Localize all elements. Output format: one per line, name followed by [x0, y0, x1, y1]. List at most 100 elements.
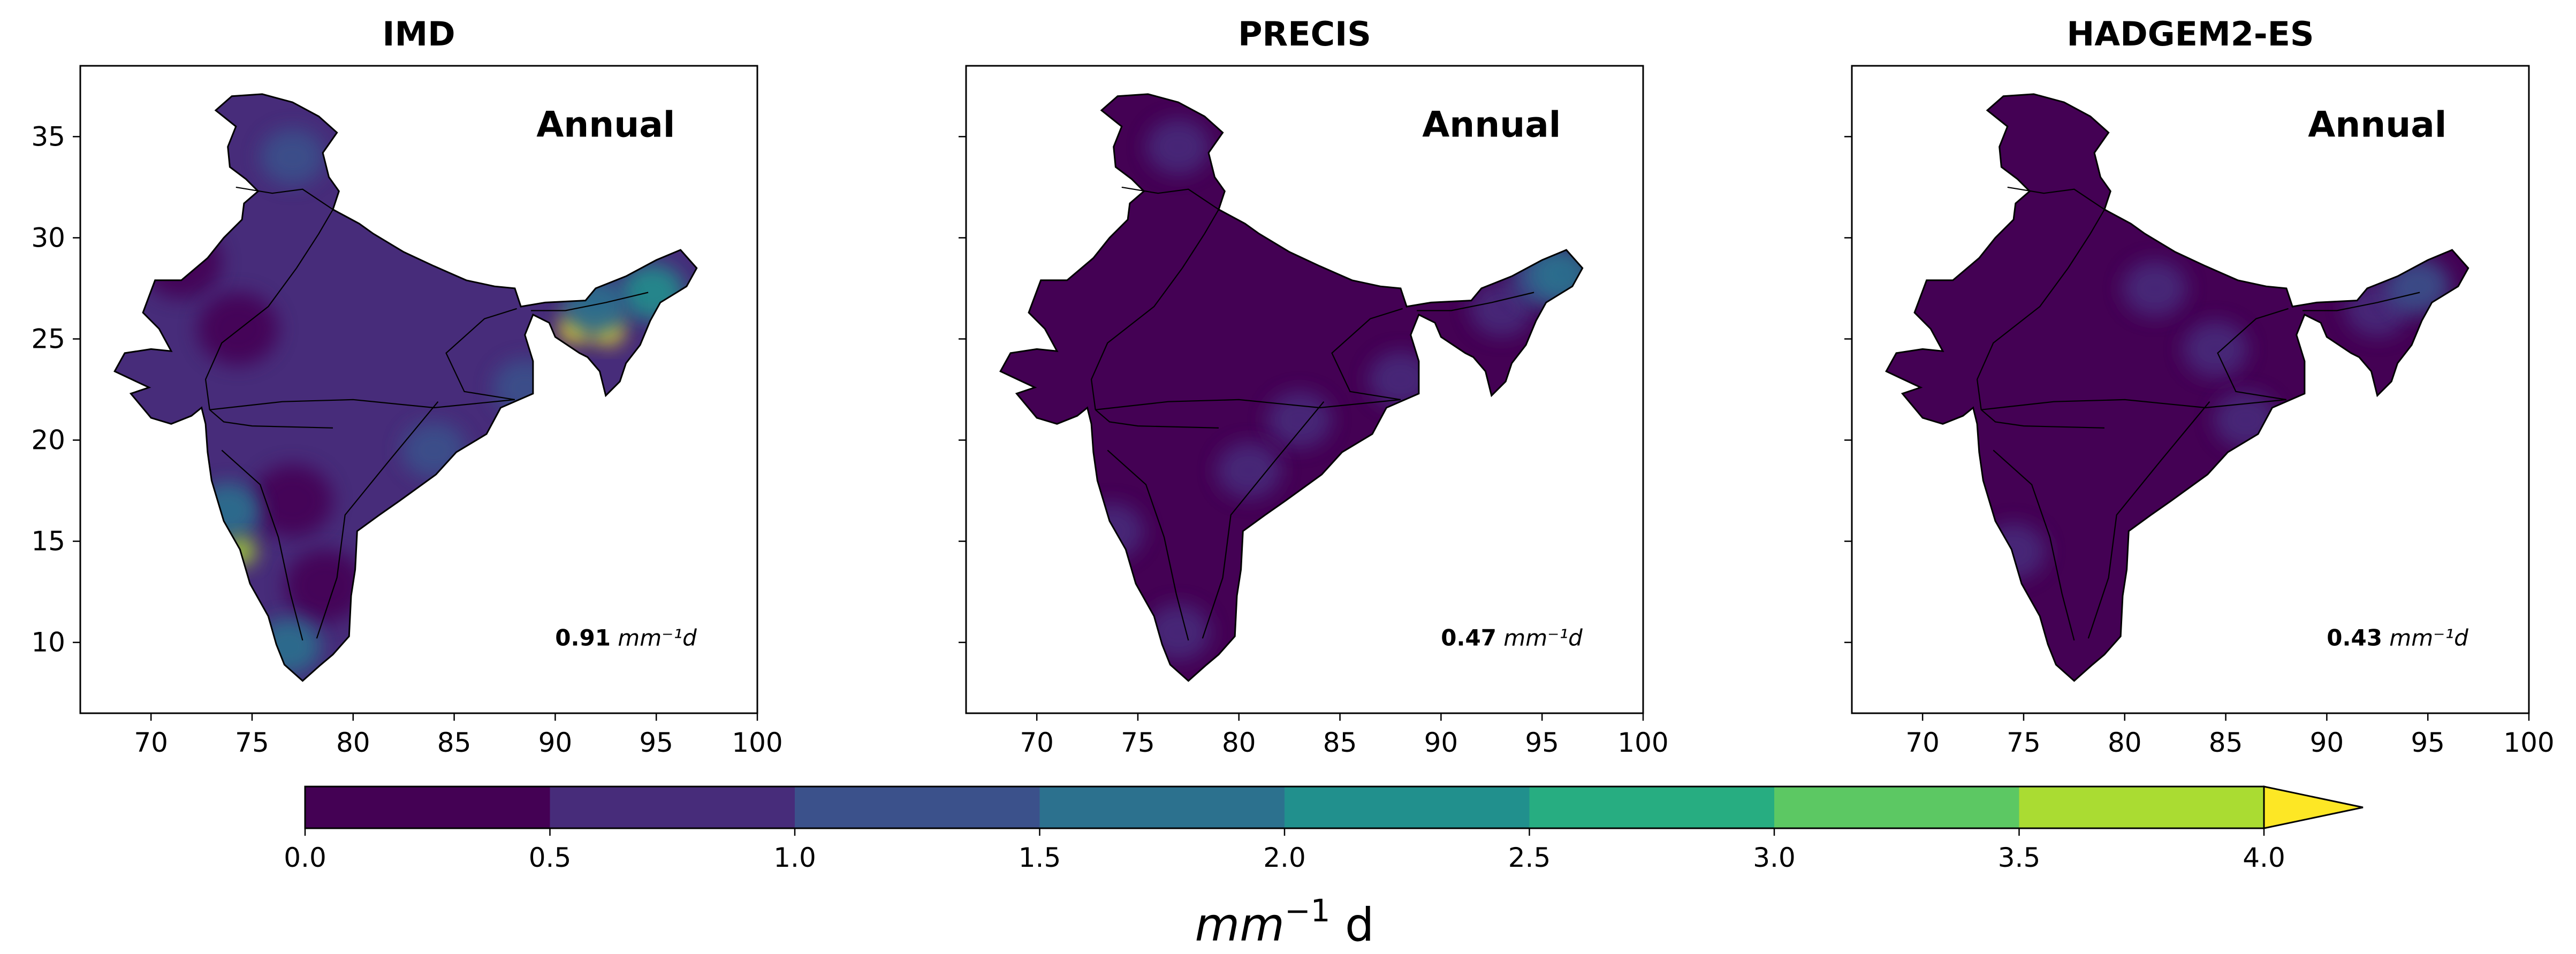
region-boundary	[1202, 401, 1325, 639]
x-tick-label: 100	[2503, 727, 2554, 758]
region-boundary	[531, 292, 649, 311]
x-tick-label: 70	[1020, 727, 1054, 758]
region-boundary	[1976, 209, 2105, 410]
colorbar-segment	[305, 787, 551, 828]
x-tick-label: 75	[1121, 727, 1155, 758]
map-base-fill	[1000, 94, 1583, 681]
x-tick-label: 95	[2411, 727, 2445, 758]
field-patch	[401, 422, 467, 479]
colorbar-segment	[1529, 787, 1775, 828]
colorbar-tick-label: 1.5	[1019, 842, 1061, 873]
stat-label: 0.47 mm⁻¹d	[1441, 624, 1583, 651]
field-patch	[563, 278, 628, 335]
region-boundary	[209, 399, 515, 410]
stat-label: 0.43 mm⁻¹d	[2327, 624, 2468, 651]
season-label: Annual	[2308, 104, 2446, 145]
field-patch	[1981, 523, 2046, 580]
region-boundary	[235, 186, 333, 210]
field-patch	[2123, 260, 2187, 317]
field-patch	[2183, 320, 2248, 378]
y-tick-label: 35	[31, 121, 65, 152]
colorbar-tick-label: 0.0	[284, 842, 326, 873]
axes-frame	[1851, 65, 2530, 714]
field-patch	[195, 483, 261, 539]
colorbar-extend-arrow	[2263, 785, 2364, 829]
axes-frame	[79, 65, 758, 714]
x-tick-label: 85	[1323, 727, 1357, 758]
colorbar-segment	[2019, 787, 2265, 828]
y-tick-label: 30	[31, 222, 65, 253]
field-patch	[1267, 391, 1332, 448]
colorbar-segment	[1774, 787, 2020, 828]
colorbar-label: mm−1 d	[1195, 892, 1374, 952]
country-outline	[999, 93, 1584, 682]
field-patch	[1079, 502, 1144, 560]
colorbar-segment	[795, 787, 1040, 828]
colorbar-segment	[1039, 787, 1285, 828]
region-boundary	[2087, 401, 2210, 639]
y-tick-label: 20	[31, 425, 65, 456]
x-tick-label: 85	[2209, 727, 2243, 758]
x-tick-label: 90	[1424, 727, 1458, 758]
colorbar-tick-label: 2.0	[1263, 842, 1306, 873]
x-tick-label: 70	[134, 727, 168, 758]
panel-title: IMD	[382, 14, 455, 54]
y-tick-label: 25	[31, 323, 65, 354]
map-field	[115, 94, 697, 681]
field-patch	[2385, 258, 2450, 315]
x-tick-label: 80	[1222, 727, 1256, 758]
map-field	[1000, 94, 1583, 681]
x-tick-label: 90	[2310, 727, 2344, 758]
region-boundary	[445, 308, 517, 400]
field-patch	[2213, 391, 2278, 448]
y-tick-label: 10	[31, 627, 65, 658]
field-patch	[1146, 118, 1211, 175]
colorbar: 0.0 0.5 1.0 1.5 2.0 2.5 3.0 3.5 4.0 mm−1 d	[284, 785, 2364, 952]
map-field	[1886, 94, 2468, 681]
colorbar-tick-label: 2.5	[1508, 842, 1551, 873]
region-boundary	[316, 401, 439, 639]
field-patch	[256, 618, 321, 675]
field-patch	[260, 128, 325, 186]
x-tick-label: 100	[732, 727, 782, 758]
x-tick-label: 95	[1525, 727, 1559, 758]
panel-3: HADGEM2-ES Annual 0.43 mm⁻¹d 70 75 80 85 90 95 10…	[1844, 14, 2555, 758]
field-patch	[620, 264, 685, 321]
season-label: Annual	[1422, 104, 1561, 145]
x-tick-label: 90	[538, 727, 573, 758]
field-patch	[1530, 246, 1583, 303]
colorbar-tick-label: 3.5	[1998, 842, 2041, 873]
region-boundary	[1095, 409, 1219, 429]
map-base-fill	[115, 94, 697, 681]
x-tick-label: 70	[1905, 727, 1940, 758]
panel-title: PRECIS	[1238, 14, 1371, 54]
region-boundary	[1993, 449, 2075, 641]
map-base-fill	[1886, 94, 2468, 681]
region-boundary	[1331, 308, 1403, 400]
region-boundary	[209, 409, 333, 429]
x-tick-label: 80	[336, 727, 370, 758]
field-patch	[284, 549, 366, 622]
colorbar-segment	[1285, 787, 1530, 828]
country-outline	[113, 93, 698, 682]
x-tick-label: 75	[2007, 727, 2041, 758]
region-boundary	[1980, 409, 2105, 429]
field-patch	[1368, 351, 1433, 408]
region-boundary	[1090, 209, 1219, 410]
region-boundary	[2217, 308, 2289, 400]
x-tick-label: 95	[639, 727, 673, 758]
region-boundary	[204, 209, 333, 410]
panel-1: IMD Annual 0.91 mm⁻¹d 70 75 80 85 90 95 100 10 15 20…	[31, 14, 782, 758]
region-boundary	[2007, 186, 2105, 210]
region-boundary	[221, 449, 303, 641]
panel-2: PRECIS Annual 0.47 mm⁻¹d 70 75 80 85 90 95 100	[959, 14, 1669, 758]
field-patch	[197, 292, 278, 365]
region-boundary	[1095, 399, 1401, 410]
panel-title: HADGEM2-ES	[2066, 14, 2314, 54]
colorbar-tick-label: 1.0	[773, 842, 816, 873]
colorbar-segment	[550, 787, 795, 828]
region-boundary	[1981, 399, 2287, 410]
season-label: Annual	[536, 104, 675, 145]
field-patch	[1146, 604, 1211, 661]
